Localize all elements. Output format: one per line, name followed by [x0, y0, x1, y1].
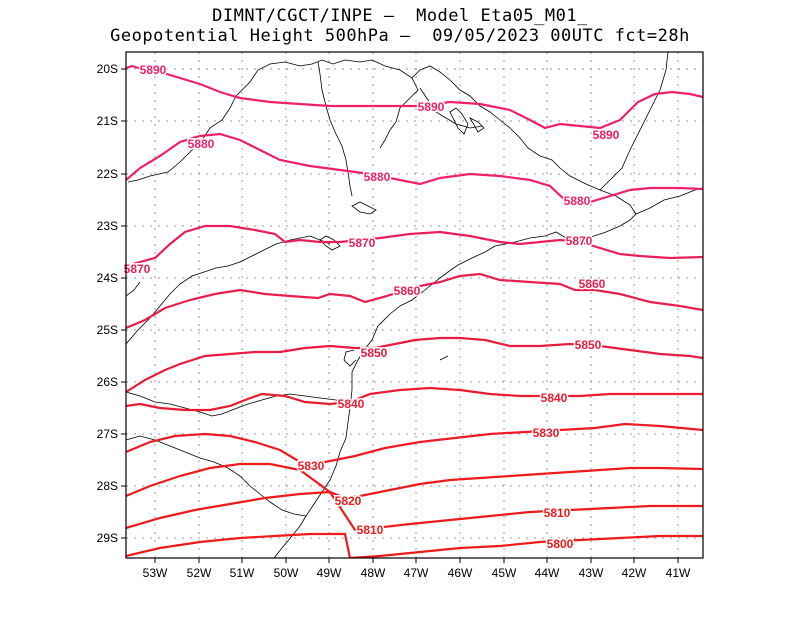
contour-label-5850: 5850: [575, 338, 602, 352]
coastline: [273, 245, 496, 558]
contour-label-5870: 5870: [349, 236, 376, 250]
lat-tick-label: 24S: [97, 271, 118, 285]
lat-tick-label: 25S: [97, 323, 118, 337]
contour-5880: [126, 132, 703, 204]
contour-label-5870: 5870: [124, 262, 151, 276]
contour-label-5800: 5800: [547, 537, 574, 551]
reservoir: [468, 117, 485, 133]
lon-tick-label: 49W: [317, 566, 342, 580]
contour-label-5840: 5840: [338, 397, 365, 411]
lon-tick-label: 43W: [579, 566, 604, 580]
lon-tick-label: 53W: [143, 566, 168, 580]
lon-tick-label: 50W: [274, 566, 299, 580]
contour-5850: [126, 336, 703, 393]
lon-tick-label: 45W: [492, 566, 517, 580]
lat-tick-label: 23S: [97, 219, 118, 233]
lon-tick-label: 44W: [535, 566, 560, 580]
contour-5830: [126, 422, 703, 464]
contour-label-5890: 5890: [418, 100, 445, 114]
river: [317, 61, 353, 197]
reservoir: [319, 235, 341, 251]
coastline: [439, 355, 449, 361]
contour-5890: [126, 64, 703, 130]
lon-tick-label: 48W: [361, 566, 386, 580]
lat-tick-label: 20S: [97, 62, 118, 76]
contour-label-5860: 5860: [579, 277, 606, 291]
contour-5810: [126, 490, 703, 532]
state-border: [127, 95, 237, 183]
state-border: [126, 435, 307, 517]
contour-label-5880: 5880: [364, 170, 391, 184]
contour-label-5880: 5880: [188, 137, 215, 151]
lon-tick-label: 46W: [448, 566, 473, 580]
contour-5860: [126, 272, 703, 330]
state-border: [126, 391, 351, 417]
contour-5870: [126, 224, 703, 268]
lon-tick-label: 52W: [187, 566, 212, 580]
lat-tick-label: 28S: [97, 479, 118, 493]
contour-label-5860: 5860: [394, 284, 421, 298]
coastline: [343, 349, 357, 367]
lon-tick-label: 41W: [666, 566, 691, 580]
contour-label-5880: 5880: [564, 194, 591, 208]
map-title-line-1: DIMNT/CGCT/INPE – Model Eta05_M01_: [212, 6, 588, 26]
map-title-line-2: Geopotential Height 500hPa – 09/05/2023 …: [110, 26, 690, 46]
lat-tick-label: 29S: [97, 531, 118, 545]
lon-tick-label: 51W: [230, 566, 255, 580]
contour-label-5810: 5810: [357, 523, 384, 537]
reservoir: [351, 201, 377, 215]
state-border: [411, 65, 637, 247]
state-border: [126, 235, 331, 345]
graticule-grid: [126, 52, 703, 558]
contour-5840: [126, 386, 703, 412]
contour-label-5830: 5830: [533, 426, 560, 440]
contour-label-5890: 5890: [593, 128, 620, 142]
coastline: [235, 59, 419, 149]
contour-label-5850: 5850: [361, 346, 388, 360]
lat-tick-label: 21S: [97, 114, 118, 128]
contour-label-5820: 5820: [335, 494, 362, 508]
contour-label-5810: 5810: [544, 506, 571, 520]
lon-tick-label: 42W: [622, 566, 647, 580]
lat-tick-label: 26S: [97, 375, 118, 389]
lat-tick-label: 22S: [97, 167, 118, 181]
state-border: [599, 52, 669, 191]
reservoir: [449, 107, 469, 135]
axis-ticks: 20S 21S 22S 23S 24S 25S 26S 27S 28S 29S 53W 52W 51W 5…: [97, 62, 691, 580]
contour-5800: [126, 532, 703, 558]
contour-label-5890: 5890: [140, 63, 167, 77]
contour-label-group: 5890 5890 5890 5880 5880 5880 5870 5870 5870 5860…: [122, 62, 621, 553]
contour-label-5830: 5830: [298, 459, 325, 473]
coastline: [635, 187, 703, 215]
lat-tick-label: 27S: [97, 427, 118, 441]
contour-label-5840: 5840: [541, 391, 568, 405]
contour-lines: [126, 64, 703, 558]
state-border: [126, 281, 141, 297]
contour-5820: [126, 462, 703, 500]
lon-tick-label: 47W: [404, 566, 429, 580]
river: [419, 87, 483, 129]
contour-label-5870: 5870: [566, 234, 593, 248]
plot-frame: [125, 51, 704, 559]
